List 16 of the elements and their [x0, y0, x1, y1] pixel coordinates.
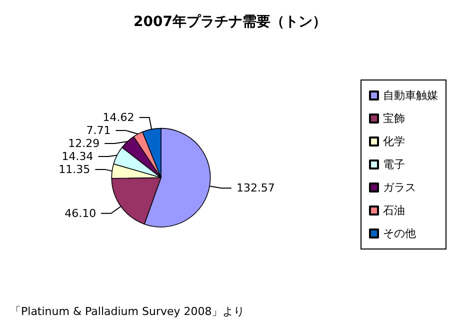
legend-label: 電子: [383, 158, 405, 171]
data-label: 46.10: [64, 206, 96, 220]
data-label: 11.35: [58, 162, 90, 176]
legend-label: 自動車触媒: [383, 89, 438, 102]
legend-label: ガラス: [383, 181, 416, 194]
legend-label: 宝飾: [383, 112, 405, 125]
text: 「Platinum & Palladium Survey 2008」より: [10, 305, 245, 318]
data-label: 14.34: [62, 150, 94, 163]
data-label: 12.29: [68, 136, 100, 150]
data-label: 132.57: [236, 182, 275, 195]
data-label: 7.71: [86, 124, 111, 137]
legend-label: 化学: [383, 135, 405, 148]
legend-label: 石油: [383, 204, 405, 217]
chart-title: 2007年プラチナ需要（トン）: [134, 13, 326, 30]
data-label: 14.62: [102, 110, 134, 124]
legend-label: その他: [383, 227, 416, 240]
